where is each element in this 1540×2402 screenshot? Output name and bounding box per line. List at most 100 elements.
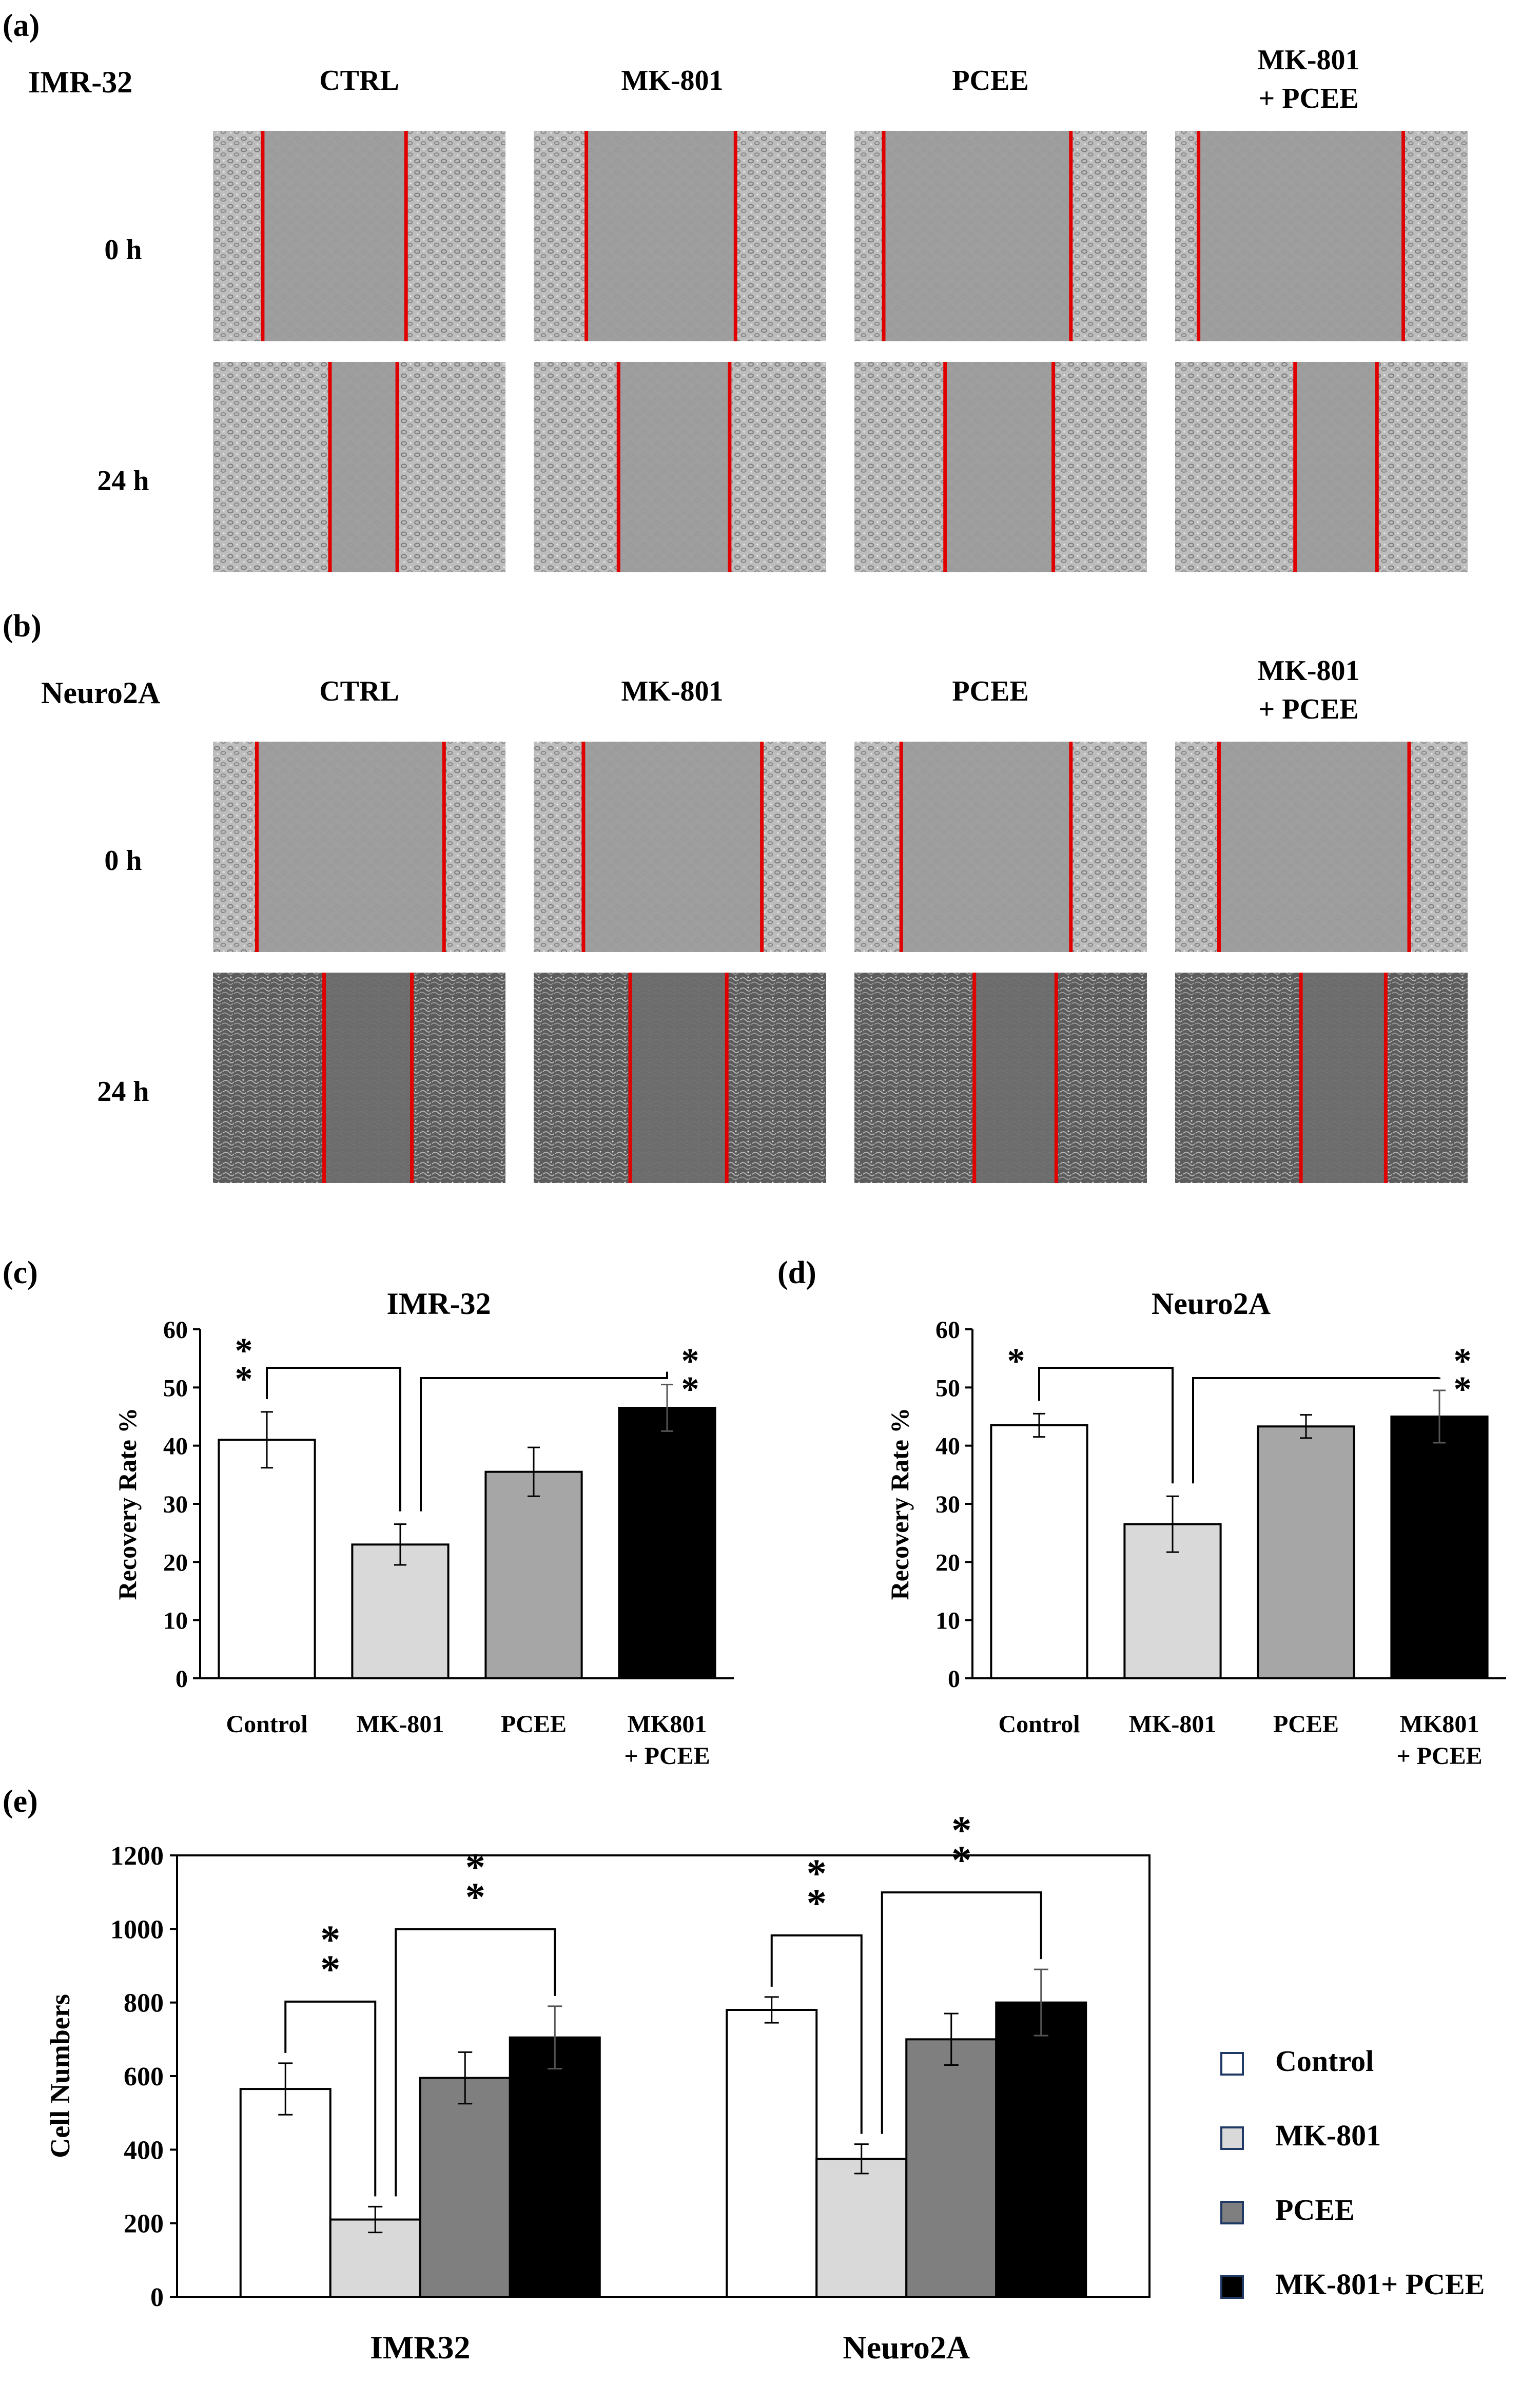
chart-c-significance-bracket-0 [266, 1367, 401, 1512]
chart-e-significance-marker-1: * [465, 1874, 485, 1919]
chart-c-ytick-label: 40 [163, 1433, 188, 1460]
chart-e-significance-marker-2: * [807, 1851, 827, 1895]
chart-e-panel-label: (e) [3, 1784, 38, 1819]
chart-c-bar-0 [218, 1439, 316, 1679]
chart-e-significance-marker-3: * [951, 1808, 971, 1852]
chart-e-legend-swatch-3 [1220, 2275, 1244, 2299]
chart-d-ytick-label: 50 [935, 1374, 960, 1402]
chart-e-significance-bracket-1 [395, 1928, 556, 2197]
panel-b-scratch-gap-r1-c1 [630, 973, 727, 1183]
chart-d-significance-marker-1: * [1454, 1370, 1472, 1409]
panel-a-label: (a) [3, 8, 40, 43]
panel-a-scratch-gap-r1-c2 [945, 362, 1054, 572]
panel-b-col-combo-line1: MK-801 [1257, 655, 1359, 687]
panel-a-col-ctrl: CTRL [319, 65, 399, 96]
panel-a-scratch-gap-r1-c3 [1295, 362, 1377, 572]
panel-b-scratch-gap-r1-c2 [974, 973, 1057, 1183]
chart-d-ytick-label: 30 [935, 1491, 960, 1518]
panel-a-scratch-gap-r1-c1 [618, 362, 730, 572]
panel-b-col-ctrl: CTRL [319, 675, 399, 707]
chart-e-ytick-label: 0 [150, 2283, 164, 2312]
chart-c-significance-marker-1: * [681, 1370, 699, 1409]
chart-e-legend-swatch-2 [1220, 2201, 1244, 2224]
chart-e-bar-imr32-2 [419, 2077, 511, 2298]
panel-b-scratch-gap-r1-c0 [324, 973, 412, 1183]
chart-d-y-axis-label: Recovery Rate % [885, 1408, 914, 1600]
chart-e-significance-marker-0: * [320, 1917, 340, 1962]
panel-b-scratch-gap-r0-c3 [1219, 742, 1409, 952]
chart-e-bar-imr32-3 [509, 2036, 601, 2298]
chart-e-ytick-label: 200 [124, 2210, 164, 2239]
chart-e-bar-neuro2a-0 [726, 2009, 818, 2298]
chart-e-significance-bracket-2 [770, 1934, 863, 2134]
chart-c-category-label-3: MK801 [628, 1711, 707, 1738]
chart-c-title: IMR-32 [386, 1287, 491, 1321]
chart-c-ytick-label: 10 [163, 1607, 188, 1635]
chart-e-ytick-label: 600 [124, 2062, 164, 2091]
chart-d-ytick-label: 20 [935, 1549, 960, 1576]
panel-a-col-combo-line2: + PCEE [1258, 83, 1358, 114]
micrograph-grid [213, 131, 1468, 1183]
chart-d-neuro2a-recovery: (d) Neuro2A 0 10 20 30 40 50 60 Recovery Rate %… [777, 1255, 1506, 1770]
chart-c-y-axis-label: Recovery Rate % [113, 1408, 142, 1600]
panel-a-scratch-gap-r0-c1 [586, 131, 736, 341]
chart-c-bar-2 [484, 1470, 583, 1680]
chart-d-ytick-label: 40 [935, 1433, 960, 1460]
chart-c-bar-3 [618, 1407, 716, 1679]
chart-d-significance-marker-0: * [1007, 1342, 1025, 1381]
panel-a-scratch-gap-r0-c2 [884, 131, 1071, 341]
chart-d-panel-label: (d) [777, 1255, 816, 1290]
chart-c-category-label-2: PCEE [501, 1711, 567, 1738]
chart-e-cell-numbers: (e) 0 200 400 600 800 1000 1200 Cell Numbers IMR… [3, 1784, 1485, 2366]
chart-e-significance-marker-0: * [320, 1947, 340, 1991]
panel-a-cell-line: IMR-32 [28, 65, 132, 99]
panel-b-cell-line: Neuro2A [41, 676, 160, 710]
panel-a-scratch-gap-r0-c3 [1198, 131, 1403, 341]
panel-a-col-pcee: PCEE [952, 65, 1028, 96]
chart-e-legend-swatch-0 [1220, 2052, 1244, 2076]
chart-d-category-label-2: PCEE [1273, 1711, 1339, 1738]
chart-e-ytick-label: 400 [124, 2136, 164, 2165]
panel-a-scratch-gap-r0-c0 [262, 131, 406, 341]
chart-e-bar-neuro2a-2 [905, 2038, 998, 2298]
chart-d-bar-2 [1257, 1425, 1355, 1679]
chart-e-legend-label-2: PCEE [1275, 2193, 1355, 2226]
panel-b-scratch-gap-r0-c0 [257, 742, 444, 952]
chart-e-category-label-0: IMR32 [370, 2329, 471, 2366]
chart-c-ytick-label: 30 [163, 1491, 188, 1518]
chart-e-significance-marker-2: * [807, 1881, 827, 1925]
chart-c-category-label-3: + PCEE [624, 1742, 710, 1770]
chart-e-significance-bracket-3 [881, 1891, 1042, 2134]
chart-d-significance-bracket-1 [1192, 1377, 1440, 1484]
panel-b-col-combo-line2: + PCEE [1258, 693, 1358, 725]
panel-b-col-mk801: MK-801 [621, 675, 723, 707]
chart-e-significance-marker-1: * [465, 1845, 485, 1889]
chart-d-title: Neuro2A [1152, 1287, 1271, 1321]
panel-a-col-combo-line1: MK-801 [1257, 44, 1359, 76]
chart-e-ytick-label: 1000 [110, 1915, 164, 1944]
chart-d-ytick-label: 60 [935, 1316, 960, 1344]
chart-d-bar-0 [990, 1424, 1088, 1679]
panel-a-row-0h: 0 h [104, 234, 142, 266]
chart-d-category-label-3: MK801 [1400, 1711, 1479, 1738]
chart-e-legend-label-0: Control [1275, 2044, 1374, 2078]
chart-d-significance-marker-1: * [1454, 1342, 1472, 1381]
chart-c-significance-marker-0: * [235, 1360, 253, 1399]
panel-b-scratch-gap-r0-c1 [583, 742, 762, 952]
panel-b-scratch-gap-r0-c2 [901, 742, 1071, 952]
chart-e-ytick-label: 800 [124, 1989, 164, 2018]
chart-c-significance-marker-0: * [235, 1331, 253, 1371]
chart-e-y-axis-label: Cell Numbers [45, 1994, 75, 2158]
panel-b-scratch-gap-r1-c3 [1301, 973, 1386, 1183]
chart-c-ytick-label: 0 [176, 1665, 188, 1693]
chart-d-bar-3 [1390, 1416, 1489, 1679]
chart-c-ytick-label: 50 [163, 1374, 188, 1402]
chart-d-ytick-label: 0 [948, 1665, 960, 1693]
chart-c-ytick-label: 20 [163, 1549, 188, 1576]
chart-c-panel-label: (c) [3, 1255, 38, 1290]
chart-c-significance-marker-1: * [681, 1342, 699, 1381]
chart-e-legend-swatch-1 [1220, 2126, 1244, 2150]
panel-b-row-0h: 0 h [104, 845, 142, 877]
chart-d-category-label-0: Control [998, 1711, 1080, 1738]
